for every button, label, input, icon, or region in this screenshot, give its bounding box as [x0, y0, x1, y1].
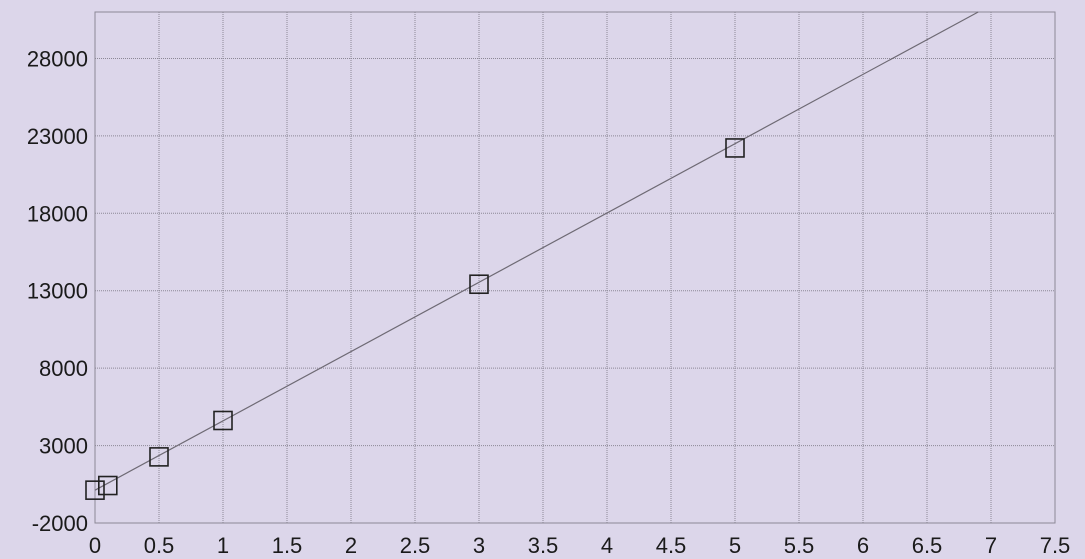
- series: [85, 11, 979, 500]
- x-tick-label: 5.5: [784, 533, 815, 558]
- x-tick-label: 7: [985, 533, 997, 558]
- x-tick-label: 0: [89, 533, 101, 558]
- x-tick-label: 2: [345, 533, 357, 558]
- y-tick-label: 13000: [27, 279, 88, 304]
- data-point: [85, 480, 105, 500]
- x-tick-label: 2.5: [400, 533, 431, 558]
- data-point: [725, 138, 745, 158]
- x-tick-label: 1.5: [272, 533, 303, 558]
- x-tick-label: 5: [729, 533, 741, 558]
- x-tick-label: 4.5: [656, 533, 687, 558]
- y-axis-tick-labels: -2000 3000 8000 13000 18000 23000 28000: [27, 46, 88, 536]
- y-tick-label: -2000: [32, 511, 88, 536]
- x-tick-label: 3.5: [528, 533, 559, 558]
- y-tick-label: 28000: [27, 46, 88, 71]
- x-tick-label: 0.5: [144, 533, 175, 558]
- grid: [94, 11, 1056, 524]
- fit-line: [94, 11, 979, 491]
- y-tick-label: 8000: [39, 356, 88, 381]
- plot-frame: [94, 11, 1056, 524]
- x-axis-tick-labels: 0 0.5 1 1.5 2 2.5 3 3.5 4 4.5 5 5.5 6 6.5 7 7.5: [89, 533, 1070, 558]
- x-tick-label: 1: [217, 533, 229, 558]
- data-point: [149, 447, 169, 467]
- x-tick-label: 3: [473, 533, 485, 558]
- data-point: [98, 475, 118, 496]
- data-point: [213, 410, 233, 431]
- x-tick-label: 6.5: [912, 533, 943, 558]
- data-point: [469, 274, 489, 295]
- x-tick-label: 7.5: [1040, 533, 1071, 558]
- y-tick-label: 3000: [39, 434, 88, 459]
- x-tick-label: 6: [857, 533, 869, 558]
- y-tick-label: 18000: [27, 201, 88, 226]
- x-tick-label: 4: [601, 533, 613, 558]
- y-tick-label: 23000: [27, 124, 88, 149]
